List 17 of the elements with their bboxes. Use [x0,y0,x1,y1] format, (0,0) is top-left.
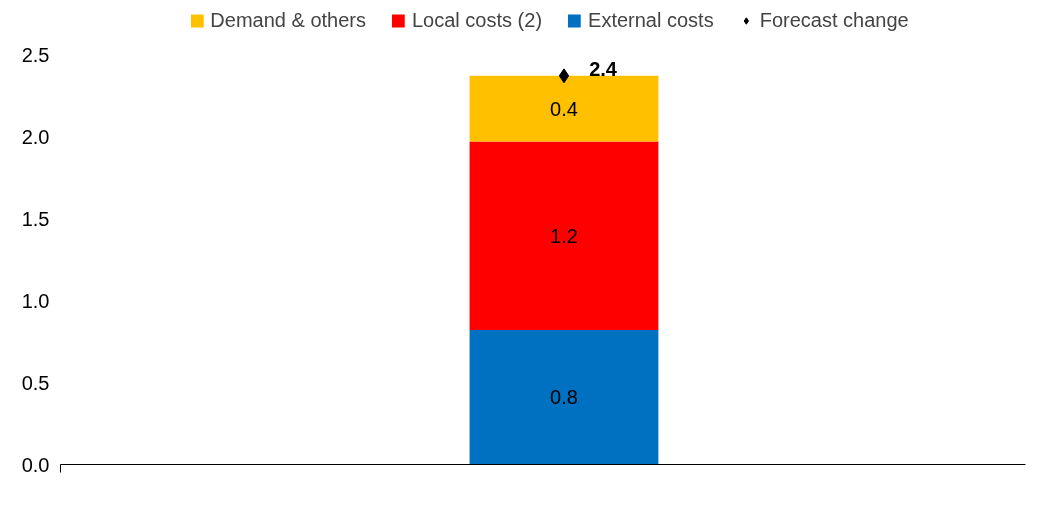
y-tick-label: 2.0 [21,125,50,148]
data-label: 2.4 [589,57,618,80]
y-tick-label: 2.5 [21,43,50,66]
bar [469,141,659,331]
bar [469,330,659,465]
y-tick-label: 0.0 [21,453,50,476]
y-tick-label: 0.5 [21,371,50,394]
data-label: 1.2 [550,224,578,247]
legend-label: External costs [588,8,714,32]
y-tick-label: 1.0 [21,289,50,312]
data-label: 0.4 [550,97,578,120]
legend-label: Forecast change [759,8,909,32]
legend-label: Local costs (2) [411,8,543,32]
y-tick-label: 1.5 [21,207,50,230]
data-label: 0.8 [550,386,578,409]
legend-label: Demand & others [210,8,366,32]
bar [469,75,659,142]
